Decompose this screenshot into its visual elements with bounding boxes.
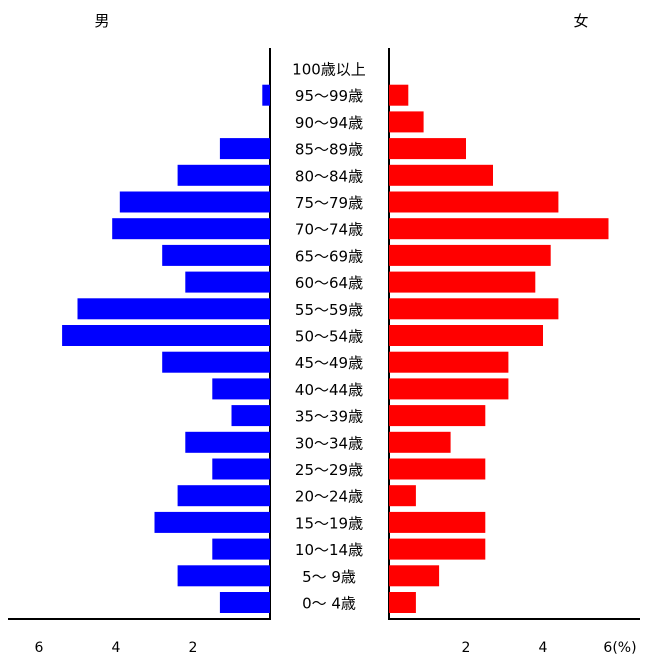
male-bar xyxy=(62,325,270,346)
age-group-label: 40～44歳 xyxy=(295,381,363,399)
female-bar xyxy=(389,298,559,320)
male-bar xyxy=(112,218,270,240)
male-label: 男 xyxy=(94,12,109,30)
female-bar xyxy=(389,164,493,186)
male-bar xyxy=(154,511,270,533)
female-bar xyxy=(389,351,509,373)
male-bar xyxy=(219,592,270,613)
female-bar xyxy=(389,485,416,507)
female-bar xyxy=(389,538,486,560)
age-group-label: 50～54歳 xyxy=(295,328,363,346)
male-bar xyxy=(77,298,270,320)
male-bar xyxy=(177,164,270,186)
age-group-label: 45～49歳 xyxy=(295,354,363,372)
age-group-label: 0～ 4歳 xyxy=(302,595,356,613)
male-bar xyxy=(119,191,270,213)
female-bar xyxy=(389,244,551,266)
female-bar xyxy=(389,565,440,587)
age-group-label: 10～14歳 xyxy=(295,541,363,559)
male-bar xyxy=(212,458,271,480)
male-bar xyxy=(177,485,270,507)
female-bar xyxy=(389,405,486,427)
age-group-label: 100歳以上 xyxy=(292,61,366,79)
male-bar xyxy=(185,271,270,293)
female-bar xyxy=(389,458,486,480)
bars-group xyxy=(62,84,609,613)
age-group-label: 70～74歳 xyxy=(295,221,363,239)
male-bar xyxy=(177,565,270,587)
male-bar xyxy=(212,378,271,400)
female-bar xyxy=(389,84,409,106)
female-bar xyxy=(389,431,451,453)
x-tick-label: 2 xyxy=(462,640,471,656)
age-group-label: 85～89歳 xyxy=(295,141,363,159)
female-bar xyxy=(389,191,559,213)
female-bar xyxy=(389,592,416,613)
male-bar xyxy=(162,351,270,373)
age-group-label: 80～84歳 xyxy=(295,167,363,185)
x-tick-label: 4 xyxy=(112,640,121,656)
tick-labels-group: 6 4 2 2 4 6(%) xyxy=(35,640,637,656)
age-group-label: 30～34歳 xyxy=(295,434,363,452)
category-labels-group: 0～ 4歳 5～ 9歳 10～14歳 15～19歳 20～24歳 25～29歳 30～34歳… xyxy=(292,61,366,613)
female-bar xyxy=(389,111,424,133)
age-group-label: 55～59歳 xyxy=(295,301,363,319)
female-bar xyxy=(389,218,609,240)
age-group-label: 60～64歳 xyxy=(295,274,363,292)
age-group-label: 35～39歳 xyxy=(295,408,363,426)
age-group-label: 15～19歳 xyxy=(295,514,363,532)
x-tick-label: 4 xyxy=(539,640,548,656)
female-label: 女 xyxy=(573,12,588,30)
female-bar xyxy=(389,325,543,346)
age-group-label: 95～99歳 xyxy=(295,87,363,105)
male-bar xyxy=(219,138,270,160)
age-group-label: 65～69歳 xyxy=(295,247,363,265)
female-bar xyxy=(389,378,509,400)
x-tick-label: 6(%) xyxy=(603,640,636,656)
x-tick-label: 2 xyxy=(189,640,198,656)
female-bar xyxy=(389,271,536,293)
x-tick-label: 6 xyxy=(35,640,44,656)
female-bar xyxy=(389,138,466,160)
age-group-label: 90～94歳 xyxy=(295,114,363,132)
age-group-label: 25～29歳 xyxy=(295,461,363,479)
age-group-label: 5～ 9歳 xyxy=(302,568,356,586)
male-bar xyxy=(231,405,270,427)
male-bar xyxy=(185,431,270,453)
male-bar xyxy=(162,244,270,266)
age-group-label: 75～79歳 xyxy=(295,194,363,212)
male-bar xyxy=(212,538,271,560)
age-group-label: 20～24歳 xyxy=(295,488,363,506)
female-bar xyxy=(389,511,486,533)
male-bar xyxy=(262,84,270,106)
